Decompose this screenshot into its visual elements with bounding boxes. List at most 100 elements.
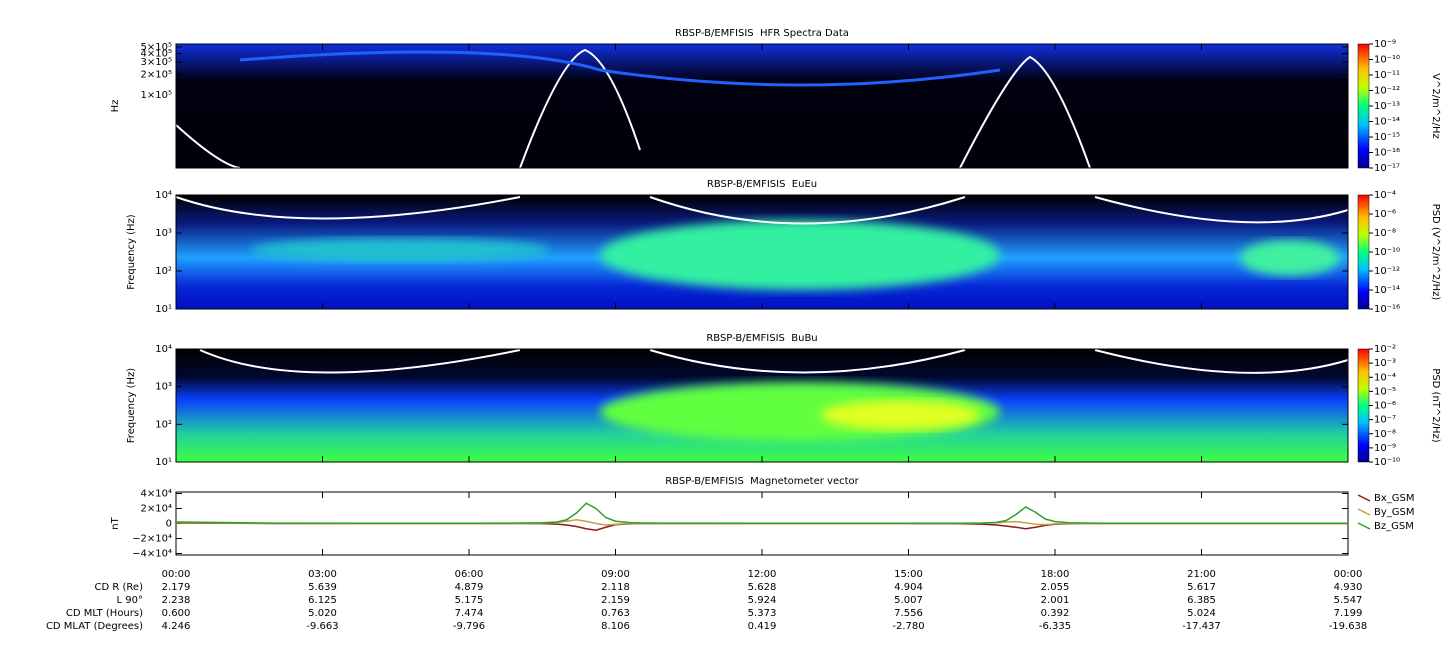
legend-swatch — [1357, 494, 1371, 502]
ephemeris-value: 4.879 — [455, 582, 484, 593]
ephemeris-value: 5.007 — [894, 595, 923, 606]
ephemeris-value: 8.106 — [601, 621, 630, 632]
y-tick-label: 10² — [155, 419, 172, 430]
ephemeris-value: 7.474 — [455, 608, 484, 619]
x-tick-label: 12:00 — [748, 569, 777, 580]
ephemeris-value: 2.055 — [1041, 582, 1070, 593]
ephemeris-value: 4.930 — [1334, 582, 1363, 593]
ephemeris-value: -9.796 — [453, 621, 485, 632]
colorbar-tick-label: 10⁻⁵ — [1374, 386, 1396, 397]
y-axis-label: nT — [110, 516, 121, 529]
panel-title: RBSP-B/EMFISIS HFR Spectra Data — [675, 28, 849, 39]
ephemeris-value: 5.020 — [308, 608, 337, 619]
y-tick-label: 4×10⁵ — [141, 49, 172, 60]
y-tick-label: 3×10⁵ — [141, 57, 172, 68]
y-tick-label: 10⁴ — [155, 190, 172, 201]
ephemeris-value: 5.617 — [1187, 582, 1216, 593]
ephemeris-value: -2.780 — [892, 621, 924, 632]
ephemeris-value: -19.638 — [1329, 621, 1368, 632]
colorbar-tick-label: 10⁻¹⁶ — [1374, 148, 1400, 159]
x-tick-label: 00:00 — [162, 569, 191, 580]
ephemeris-value: 0.419 — [748, 621, 777, 632]
colorbar-tick-label: 10⁻⁹ — [1374, 39, 1396, 50]
colorbar-tick-label: 10⁻¹⁴ — [1374, 285, 1400, 296]
y-tick-label: 2×10⁵ — [141, 69, 172, 80]
ephemeris-value: 5.547 — [1334, 595, 1363, 606]
ephemeris-value: 5.175 — [455, 595, 484, 606]
y-tick-label: 1×10⁵ — [141, 90, 172, 101]
colorbar — [1357, 194, 1370, 310]
y-tick-label: 10³ — [155, 382, 172, 393]
x-tick-label: 15:00 — [894, 569, 923, 580]
x-tick-label: 06:00 — [455, 569, 484, 580]
colorbar-tick-label: 10⁻⁸ — [1374, 429, 1396, 440]
y-tick-label: −4×10⁴ — [132, 549, 172, 560]
colorbar-tick-label: 10⁻⁶ — [1374, 401, 1396, 412]
legend-label: Bx_GSM — [1374, 493, 1415, 504]
y-tick-label: 10⁴ — [155, 344, 172, 355]
ephemeris-value: 6.385 — [1187, 595, 1216, 606]
ephemeris-value: -9.663 — [306, 621, 338, 632]
colorbar-tick-label: 10⁻¹² — [1374, 266, 1400, 277]
y-axis-label: Frequency (Hz) — [126, 214, 137, 290]
series-line — [175, 502, 1348, 525]
ephemeris-value: 7.556 — [894, 608, 923, 619]
x-tick-label: 09:00 — [601, 569, 630, 580]
colorbar-label: PSD (V^2/m^2/Hz) — [1430, 204, 1441, 301]
y-tick-label: −2×10⁴ — [132, 534, 172, 545]
legend-swatch — [1357, 508, 1371, 516]
colorbar-label: PSD (nT^2/Hz) — [1430, 368, 1441, 442]
ephemeris-value: 0.763 — [601, 608, 630, 619]
ephemeris-value: 4.904 — [894, 582, 923, 593]
colorbar-label: V^2/m^2/Hz — [1430, 73, 1441, 139]
x-tick-label: 21:00 — [1187, 569, 1216, 580]
x-tick-label: 03:00 — [308, 569, 337, 580]
legend-swatch — [1357, 522, 1371, 530]
y-tick-label: 10¹ — [155, 304, 172, 315]
colorbar-tick-label: 10⁻¹² — [1374, 86, 1400, 97]
ephemeris-label: CD R (Re) — [95, 582, 144, 593]
ephemeris-value: 2.179 — [162, 582, 191, 593]
colorbar-tick-label: 10⁻⁷ — [1374, 415, 1396, 426]
panel-title: RBSP-B/EMFISIS EuEu — [707, 179, 817, 190]
colorbar-tick-label: 10⁻¹⁵ — [1374, 132, 1400, 143]
spectrogram-texture — [175, 44, 1349, 462]
ephemeris-value: 5.628 — [748, 582, 777, 593]
ephemeris-value: 5.924 — [748, 595, 777, 606]
colorbar-tick-label: 10⁻⁹ — [1374, 443, 1396, 454]
ephemeris-value: -6.335 — [1039, 621, 1071, 632]
ephemeris-value: 2.001 — [1041, 595, 1070, 606]
ephemeris-value: 2.159 — [601, 595, 630, 606]
y-axis-label: Hz — [110, 100, 121, 113]
y-tick-label: 5×10⁵ — [141, 42, 172, 53]
y-tick-label: 2×10⁴ — [141, 504, 172, 515]
colorbar-tick-label: 10⁻¹⁶ — [1374, 304, 1400, 315]
colorbar-tick-label: 10⁻¹⁷ — [1374, 163, 1400, 174]
colorbar-tick-label: 10⁻⁶ — [1374, 209, 1396, 220]
ephemeris-label: CD MLT (Hours) — [66, 608, 143, 619]
colorbar-tick-label: 10⁻⁴ — [1374, 372, 1396, 383]
colorbar — [1357, 348, 1370, 463]
ephemeris-value: 2.118 — [601, 582, 630, 593]
y-tick-label: 10² — [155, 266, 172, 277]
ephemeris-value: 2.238 — [162, 595, 191, 606]
ephemeris-label: CD MLAT (Degrees) — [46, 621, 143, 632]
panel-title: RBSP-B/EMFISIS BuBu — [706, 333, 817, 344]
ephemeris-value: 0.600 — [162, 608, 191, 619]
ephemeris-value: 5.639 — [308, 582, 337, 593]
ephemeris-value: 7.199 — [1334, 608, 1363, 619]
ephemeris-value: 4.246 — [162, 621, 191, 632]
colorbar-tick-label: 10⁻² — [1374, 344, 1396, 355]
colorbar-tick-label: 10⁻³ — [1374, 358, 1396, 369]
colorbar-tick-label: 10⁻¹⁴ — [1374, 117, 1400, 128]
legend-label: By_GSM — [1374, 507, 1415, 518]
x-tick-label: 18:00 — [1041, 569, 1070, 580]
colorbar-tick-label: 10⁻¹⁰ — [1374, 457, 1400, 468]
colorbar-tick-label: 10⁻¹⁰ — [1374, 247, 1400, 258]
ephemeris-value: 0.392 — [1041, 608, 1070, 619]
colorbar-tick-label: 10⁻¹⁰ — [1374, 55, 1400, 66]
ephemeris-value: 5.373 — [748, 608, 777, 619]
panel-title: RBSP-B/EMFISIS Magnetometer vector — [665, 476, 859, 487]
y-tick-label: 0 — [166, 519, 172, 530]
